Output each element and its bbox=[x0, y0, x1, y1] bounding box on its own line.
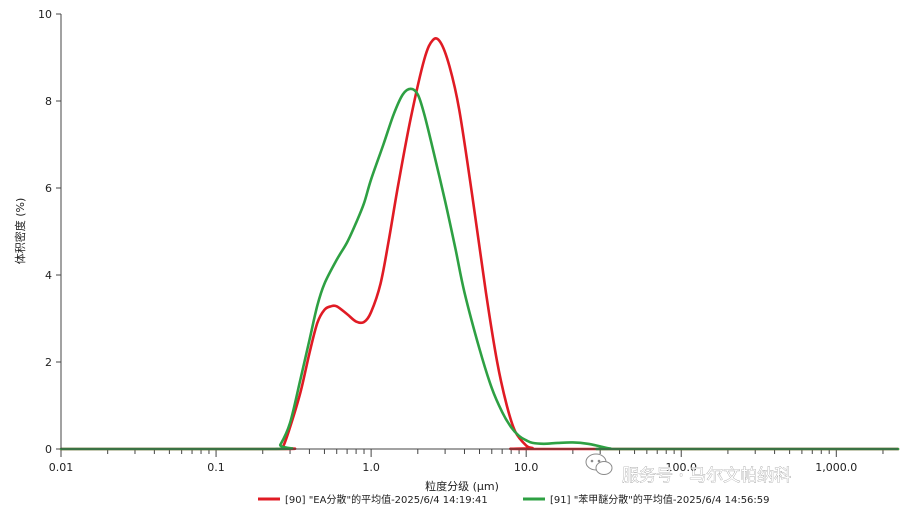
legend-label: [90] "EA分散"的平均值-2025/6/4 14:19:41 bbox=[285, 493, 488, 506]
legend-item-1: [90] "EA分散"的平均值-2025/6/4 14:19:41 bbox=[258, 493, 488, 506]
y-tick-label: 10 bbox=[38, 8, 52, 21]
x-tick-label: 0.01 bbox=[49, 461, 74, 474]
x-axis-ticks: 0.01 0.1 1.0 10.0 100.0 1,000.0 bbox=[49, 449, 884, 474]
y-tick-label: 8 bbox=[45, 95, 52, 108]
y-tick-label: 2 bbox=[45, 356, 52, 369]
y-tick-label: 6 bbox=[45, 182, 52, 195]
y-tick-label: 4 bbox=[45, 269, 52, 282]
x-tick-label: 1.0 bbox=[362, 461, 380, 474]
wechat-icon bbox=[585, 453, 613, 475]
y-tick-label: 0 bbox=[45, 443, 52, 456]
series-layer bbox=[59, 37, 900, 451]
x-tick-label: 10.0 bbox=[514, 461, 539, 474]
series-line-2 bbox=[59, 87, 900, 451]
x-tick-label: 0.1 bbox=[207, 461, 225, 474]
x-tick-label: 100.0 bbox=[665, 461, 697, 474]
watermark-text: 服务号 · 马尔文帕纳科 bbox=[622, 466, 791, 486]
legend: [90] "EA分散"的平均值-2025/6/4 14:19:41 [91] "苯… bbox=[258, 493, 770, 506]
x-axis-title: 粒度分级 (μm) bbox=[425, 479, 499, 493]
legend-label: [91] "苯甲醚分散"的平均值-2025/6/4 14:56:59 bbox=[550, 493, 770, 506]
series-line-1 bbox=[59, 37, 900, 451]
y-axis-ticks: 0 2 4 6 8 10 bbox=[38, 8, 61, 456]
y-axis-title: 体积密度 (%) bbox=[13, 198, 27, 265]
legend-item-2: [91] "苯甲醚分散"的平均值-2025/6/4 14:56:59 bbox=[523, 493, 770, 506]
x-tick-label: 1,000.0 bbox=[815, 461, 857, 474]
watermark: 服务号 · 马尔文帕纳科 bbox=[585, 453, 792, 486]
